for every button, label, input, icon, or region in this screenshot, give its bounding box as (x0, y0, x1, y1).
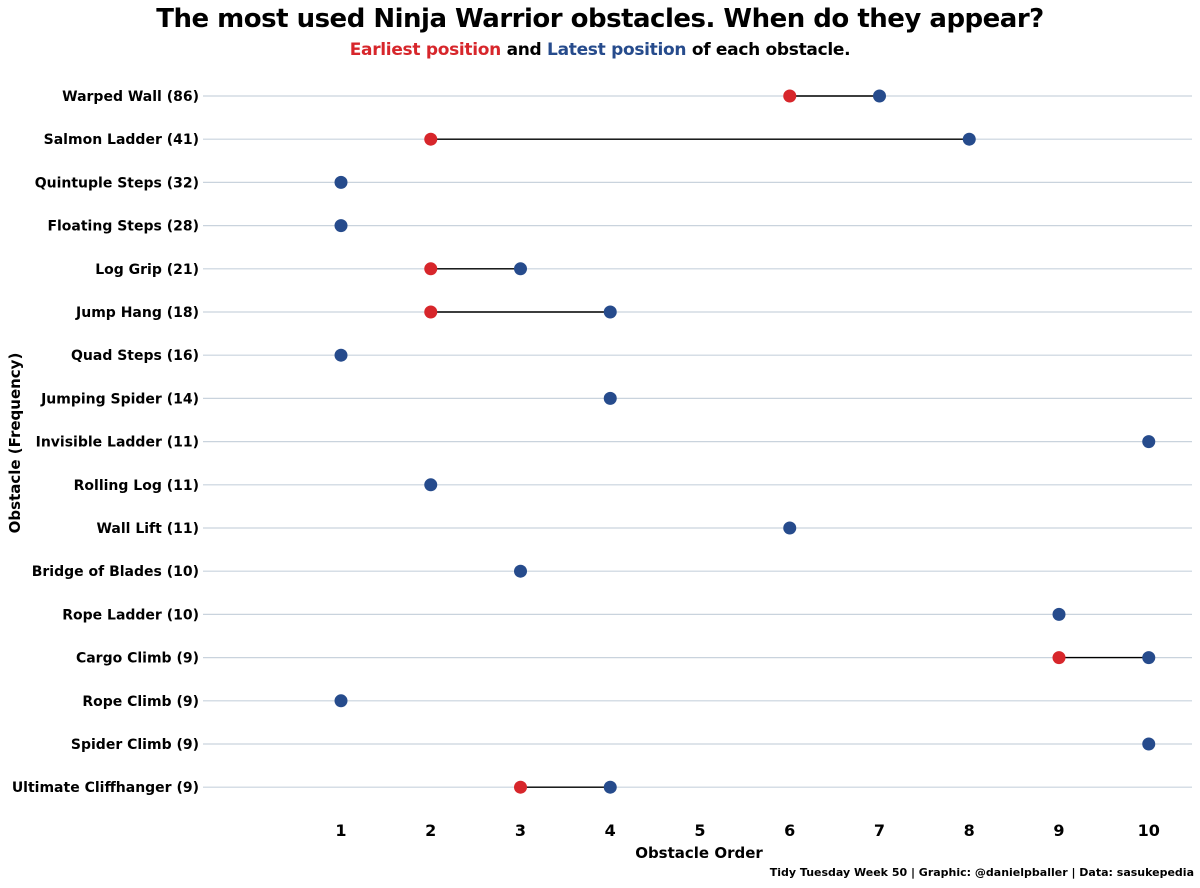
subtitle-and: and (500, 40, 548, 60)
latest-point (962, 132, 976, 146)
earliest-point (424, 305, 438, 319)
latest-point (334, 219, 348, 233)
grid-layer (203, 95, 1192, 788)
chart-subtitle: Earliest position and Latest position of… (0, 40, 1200, 60)
y-tick-label: Wall Lift (11) (96, 521, 199, 537)
latest-point (603, 780, 617, 794)
x-tick-label: 9 (1053, 821, 1064, 840)
x-tick-label: 10 (1138, 821, 1160, 840)
x-tick-label: 8 (964, 821, 975, 840)
x-axis-title: Obstacle Order (635, 844, 763, 862)
y-tick-labels: Warped Wall (86) Salmon Ladder (41) Quintu… (12, 89, 199, 796)
y-tick-label: Spider Climb (9) (71, 737, 199, 753)
x-tick-label: 6 (784, 821, 795, 840)
y-tick-label: Rope Ladder (10) (62, 607, 199, 623)
latest-point (603, 391, 617, 405)
y-tick-label: Ultimate Cliffhanger (9) (12, 780, 199, 796)
latest-point (424, 478, 438, 492)
latest-point (334, 175, 348, 189)
latest-point (1142, 651, 1156, 665)
y-tick-label: Warped Wall (86) (62, 89, 199, 105)
y-tick-label: Jump Hang (18) (75, 305, 199, 321)
y-tick-label: Log Grip (21) (95, 262, 199, 278)
chart-caption: Tidy Tuesday Week 50 | Graphic: @danielp… (769, 866, 1194, 879)
point-layer (334, 89, 1156, 794)
x-tick-label: 2 (425, 821, 436, 840)
y-tick-label: Bridge of Blades (10) (32, 564, 199, 580)
earliest-point (783, 89, 797, 103)
latest-point (1142, 737, 1156, 751)
latest-point (1052, 607, 1066, 621)
x-tick-label: 3 (515, 821, 526, 840)
earliest-point (424, 262, 438, 276)
x-tick-labels: 1 2 3 4 5 6 7 8 9 10 (335, 821, 1159, 840)
latest-point (514, 262, 527, 276)
subtitle-tail: of each obstacle. (686, 40, 851, 60)
earliest-point (424, 132, 438, 146)
earliest-point (514, 780, 527, 794)
y-tick-label: Rolling Log (11) (74, 478, 199, 494)
latest-point (873, 89, 886, 103)
y-tick-label: Salmon Ladder (41) (44, 132, 199, 148)
y-tick-label: Cargo Climb (9) (76, 651, 199, 667)
subtitle-earliest: Earliest position (349, 40, 502, 60)
subtitle-latest: Latest position (547, 40, 687, 60)
y-tick-label: Rope Climb (9) (82, 694, 199, 710)
x-tick-label: 7 (874, 821, 885, 840)
latest-point (334, 694, 348, 708)
y-tick-label: Quad Steps (16) (71, 348, 199, 364)
latest-point (783, 521, 797, 535)
latest-point (603, 305, 617, 319)
chart-title: The most used Ninja Warrior obstacles. W… (156, 4, 1044, 34)
x-tick-label: 4 (605, 821, 616, 840)
y-tick-label: Jumping Spider (14) (40, 391, 199, 407)
latest-point (1142, 435, 1156, 449)
earliest-point (1052, 651, 1066, 665)
x-tick-label: 5 (694, 821, 705, 840)
latest-point (514, 564, 527, 578)
y-tick-label: Quintuple Steps (32) (35, 175, 199, 191)
latest-point (334, 348, 348, 362)
y-tick-label: Invisible Ladder (11) (36, 435, 199, 451)
y-tick-label: Floating Steps (28) (47, 219, 199, 235)
y-axis-title: Obstacle (Frequency) (6, 353, 24, 534)
x-tick-label: 1 (335, 821, 346, 840)
segment-layer (430, 95, 1149, 788)
